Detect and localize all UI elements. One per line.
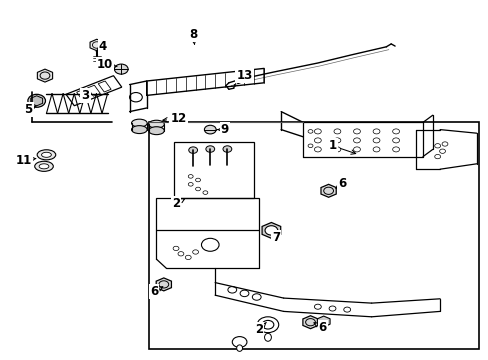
Polygon shape: [262, 222, 280, 238]
Circle shape: [114, 64, 128, 74]
Polygon shape: [302, 316, 318, 329]
Text: 10: 10: [97, 58, 117, 71]
Circle shape: [188, 147, 197, 153]
Text: 6: 6: [150, 285, 163, 298]
Text: 3: 3: [81, 89, 89, 102]
Text: 6: 6: [335, 177, 346, 190]
Ellipse shape: [148, 127, 164, 135]
Polygon shape: [90, 39, 103, 51]
Circle shape: [232, 337, 246, 347]
Text: 6: 6: [313, 321, 326, 334]
Polygon shape: [31, 96, 42, 106]
Text: 13: 13: [236, 69, 252, 84]
Text: 2: 2: [172, 197, 184, 210]
Polygon shape: [37, 69, 53, 82]
Circle shape: [28, 94, 45, 107]
Text: 7: 7: [272, 231, 280, 244]
Text: 2: 2: [255, 323, 266, 336]
Ellipse shape: [236, 345, 242, 351]
Circle shape: [204, 125, 216, 134]
Circle shape: [262, 320, 273, 329]
Ellipse shape: [35, 161, 53, 171]
Ellipse shape: [131, 119, 147, 127]
Ellipse shape: [37, 150, 56, 160]
Text: 12: 12: [163, 112, 186, 125]
Circle shape: [223, 146, 231, 152]
Ellipse shape: [148, 120, 164, 128]
Text: 9: 9: [217, 123, 228, 136]
Bar: [156, 198, 259, 230]
Text: 4: 4: [96, 40, 106, 53]
Circle shape: [264, 226, 277, 235]
Bar: [77, 90, 89, 100]
Bar: [149, 122, 478, 349]
Ellipse shape: [131, 126, 147, 134]
Circle shape: [205, 146, 214, 152]
Ellipse shape: [39, 164, 49, 169]
Text: 1: 1: [328, 139, 355, 154]
Text: 5: 5: [24, 103, 36, 116]
Ellipse shape: [41, 152, 51, 157]
Bar: [173, 142, 254, 198]
Bar: [98, 81, 111, 92]
Polygon shape: [156, 278, 171, 291]
Bar: [87, 85, 100, 96]
Text: 8: 8: [189, 28, 197, 45]
Ellipse shape: [264, 333, 271, 341]
Text: 11: 11: [15, 154, 36, 167]
Bar: [66, 76, 122, 106]
Polygon shape: [320, 184, 336, 197]
Polygon shape: [317, 316, 329, 327]
